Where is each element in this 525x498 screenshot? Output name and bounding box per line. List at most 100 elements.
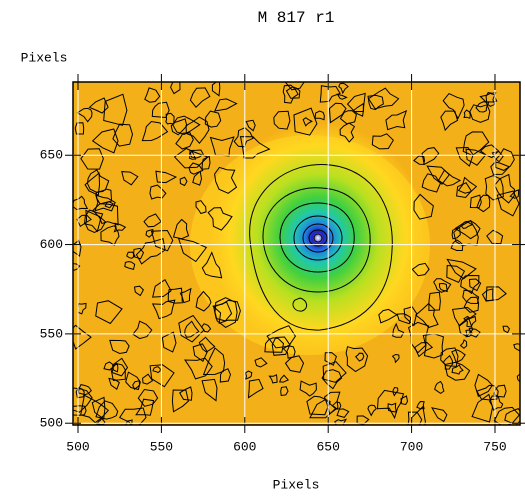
noise-contour: [322, 361, 347, 383]
noise-contour: [486, 229, 504, 245]
noise-contour: [233, 127, 254, 148]
noise-contour: [111, 357, 129, 377]
noise-contour: [207, 207, 233, 231]
noise-contour: [319, 85, 341, 103]
noise-contour: [195, 290, 212, 312]
noise-contour: [352, 102, 364, 117]
noise-contour: [273, 110, 291, 130]
noise-contour: [387, 402, 397, 413]
noise-contour: [143, 213, 162, 228]
x-tick-label: 500: [66, 439, 89, 454]
noise-contour: [195, 200, 207, 215]
noise-contour: [314, 110, 325, 121]
noise-contour: [413, 193, 434, 220]
noise-contour: [132, 247, 145, 260]
x-tick-label: 650: [316, 439, 339, 454]
noise-contour: [73, 239, 82, 257]
x-axis-label: Pixels: [273, 477, 320, 492]
noise-contour: [426, 165, 450, 185]
noise-contour: [112, 123, 134, 147]
noise-contour: [479, 92, 496, 107]
noise-contour: [103, 361, 116, 371]
noise-contour: [177, 237, 208, 263]
noise-contour: [170, 82, 181, 95]
noise-contour: [465, 148, 487, 166]
noise-contour: [74, 122, 85, 135]
x-tick-label: 700: [400, 439, 423, 454]
noise-contour: [110, 362, 126, 382]
noise-contour: [345, 346, 369, 373]
y-tick-label: 600: [40, 237, 63, 252]
noise-contour: [309, 398, 337, 419]
noise-contour: [179, 287, 192, 304]
noise-contour: [144, 87, 161, 103]
x-tick-label: 550: [150, 439, 173, 454]
noise-contour: [172, 218, 190, 240]
noise-contour: [77, 384, 92, 396]
noise-contour: [83, 209, 104, 233]
noise-contour: [462, 289, 480, 305]
noise-contour: [444, 361, 471, 381]
noise-contour: [391, 353, 400, 364]
noise-contour: [485, 286, 507, 302]
noise-contour: [484, 175, 504, 201]
noise-contour: [442, 354, 454, 370]
noise-contour: [354, 352, 365, 362]
noise-contour: [481, 288, 494, 302]
noise-contour: [100, 225, 120, 246]
noise-contour: [135, 398, 155, 416]
noise-contour: [179, 386, 193, 401]
noise-contour: [421, 173, 441, 193]
noise-contour: [151, 101, 170, 119]
x-tick-label: 600: [233, 439, 256, 454]
noise-contour: [299, 380, 317, 397]
noise-contour: [219, 368, 232, 383]
noise-contour: [422, 333, 444, 359]
noise-contour: [189, 149, 204, 159]
noise-contour: [468, 327, 481, 338]
noise-contour: [247, 378, 264, 399]
noise-contour: [479, 144, 500, 159]
noise-contour: [339, 110, 357, 125]
noise-contour: [91, 128, 119, 154]
noise-contour: [428, 291, 441, 312]
noise-contour: [463, 296, 480, 313]
noise-contour: [94, 194, 116, 212]
noise-contour: [118, 407, 147, 425]
noise-contour: [367, 94, 384, 111]
noise-contour: [152, 366, 161, 374]
noise-contour: [192, 343, 208, 363]
noise-contour: [95, 300, 123, 325]
noise-contour: [463, 109, 471, 119]
noise-contour: [321, 369, 343, 390]
noise-contour: [285, 86, 301, 99]
noise-contour: [184, 357, 213, 380]
noise-contour: [331, 401, 342, 410]
noise-contour: [245, 119, 256, 132]
noise-contour: [502, 325, 510, 334]
noise-contour: [121, 171, 139, 186]
core-contours: [249, 163, 393, 331]
noise-contour: [155, 170, 178, 184]
contour-noise: [73, 82, 520, 425]
noise-contour: [400, 395, 409, 406]
noise-contour: [254, 357, 268, 368]
noise-contour: [328, 102, 347, 124]
y-tick-label: 650: [40, 148, 63, 163]
noise-contour: [86, 169, 110, 194]
noise-contour: [469, 194, 482, 209]
noise-contour: [434, 380, 445, 395]
noise-contour: [80, 394, 110, 424]
noise-contour: [455, 146, 474, 167]
noise-contour: [213, 98, 238, 112]
noise-contour: [185, 116, 210, 144]
noise-contour: [271, 336, 291, 356]
x-tick-label: 750: [483, 439, 506, 454]
noise-contour: [451, 364, 464, 375]
noise-contour: [188, 162, 204, 175]
y-tick-label: 500: [40, 416, 63, 431]
noise-contour: [149, 364, 175, 388]
noise-contour: [284, 82, 305, 91]
noise-contour: [469, 104, 491, 123]
noise-contour: [178, 314, 205, 343]
